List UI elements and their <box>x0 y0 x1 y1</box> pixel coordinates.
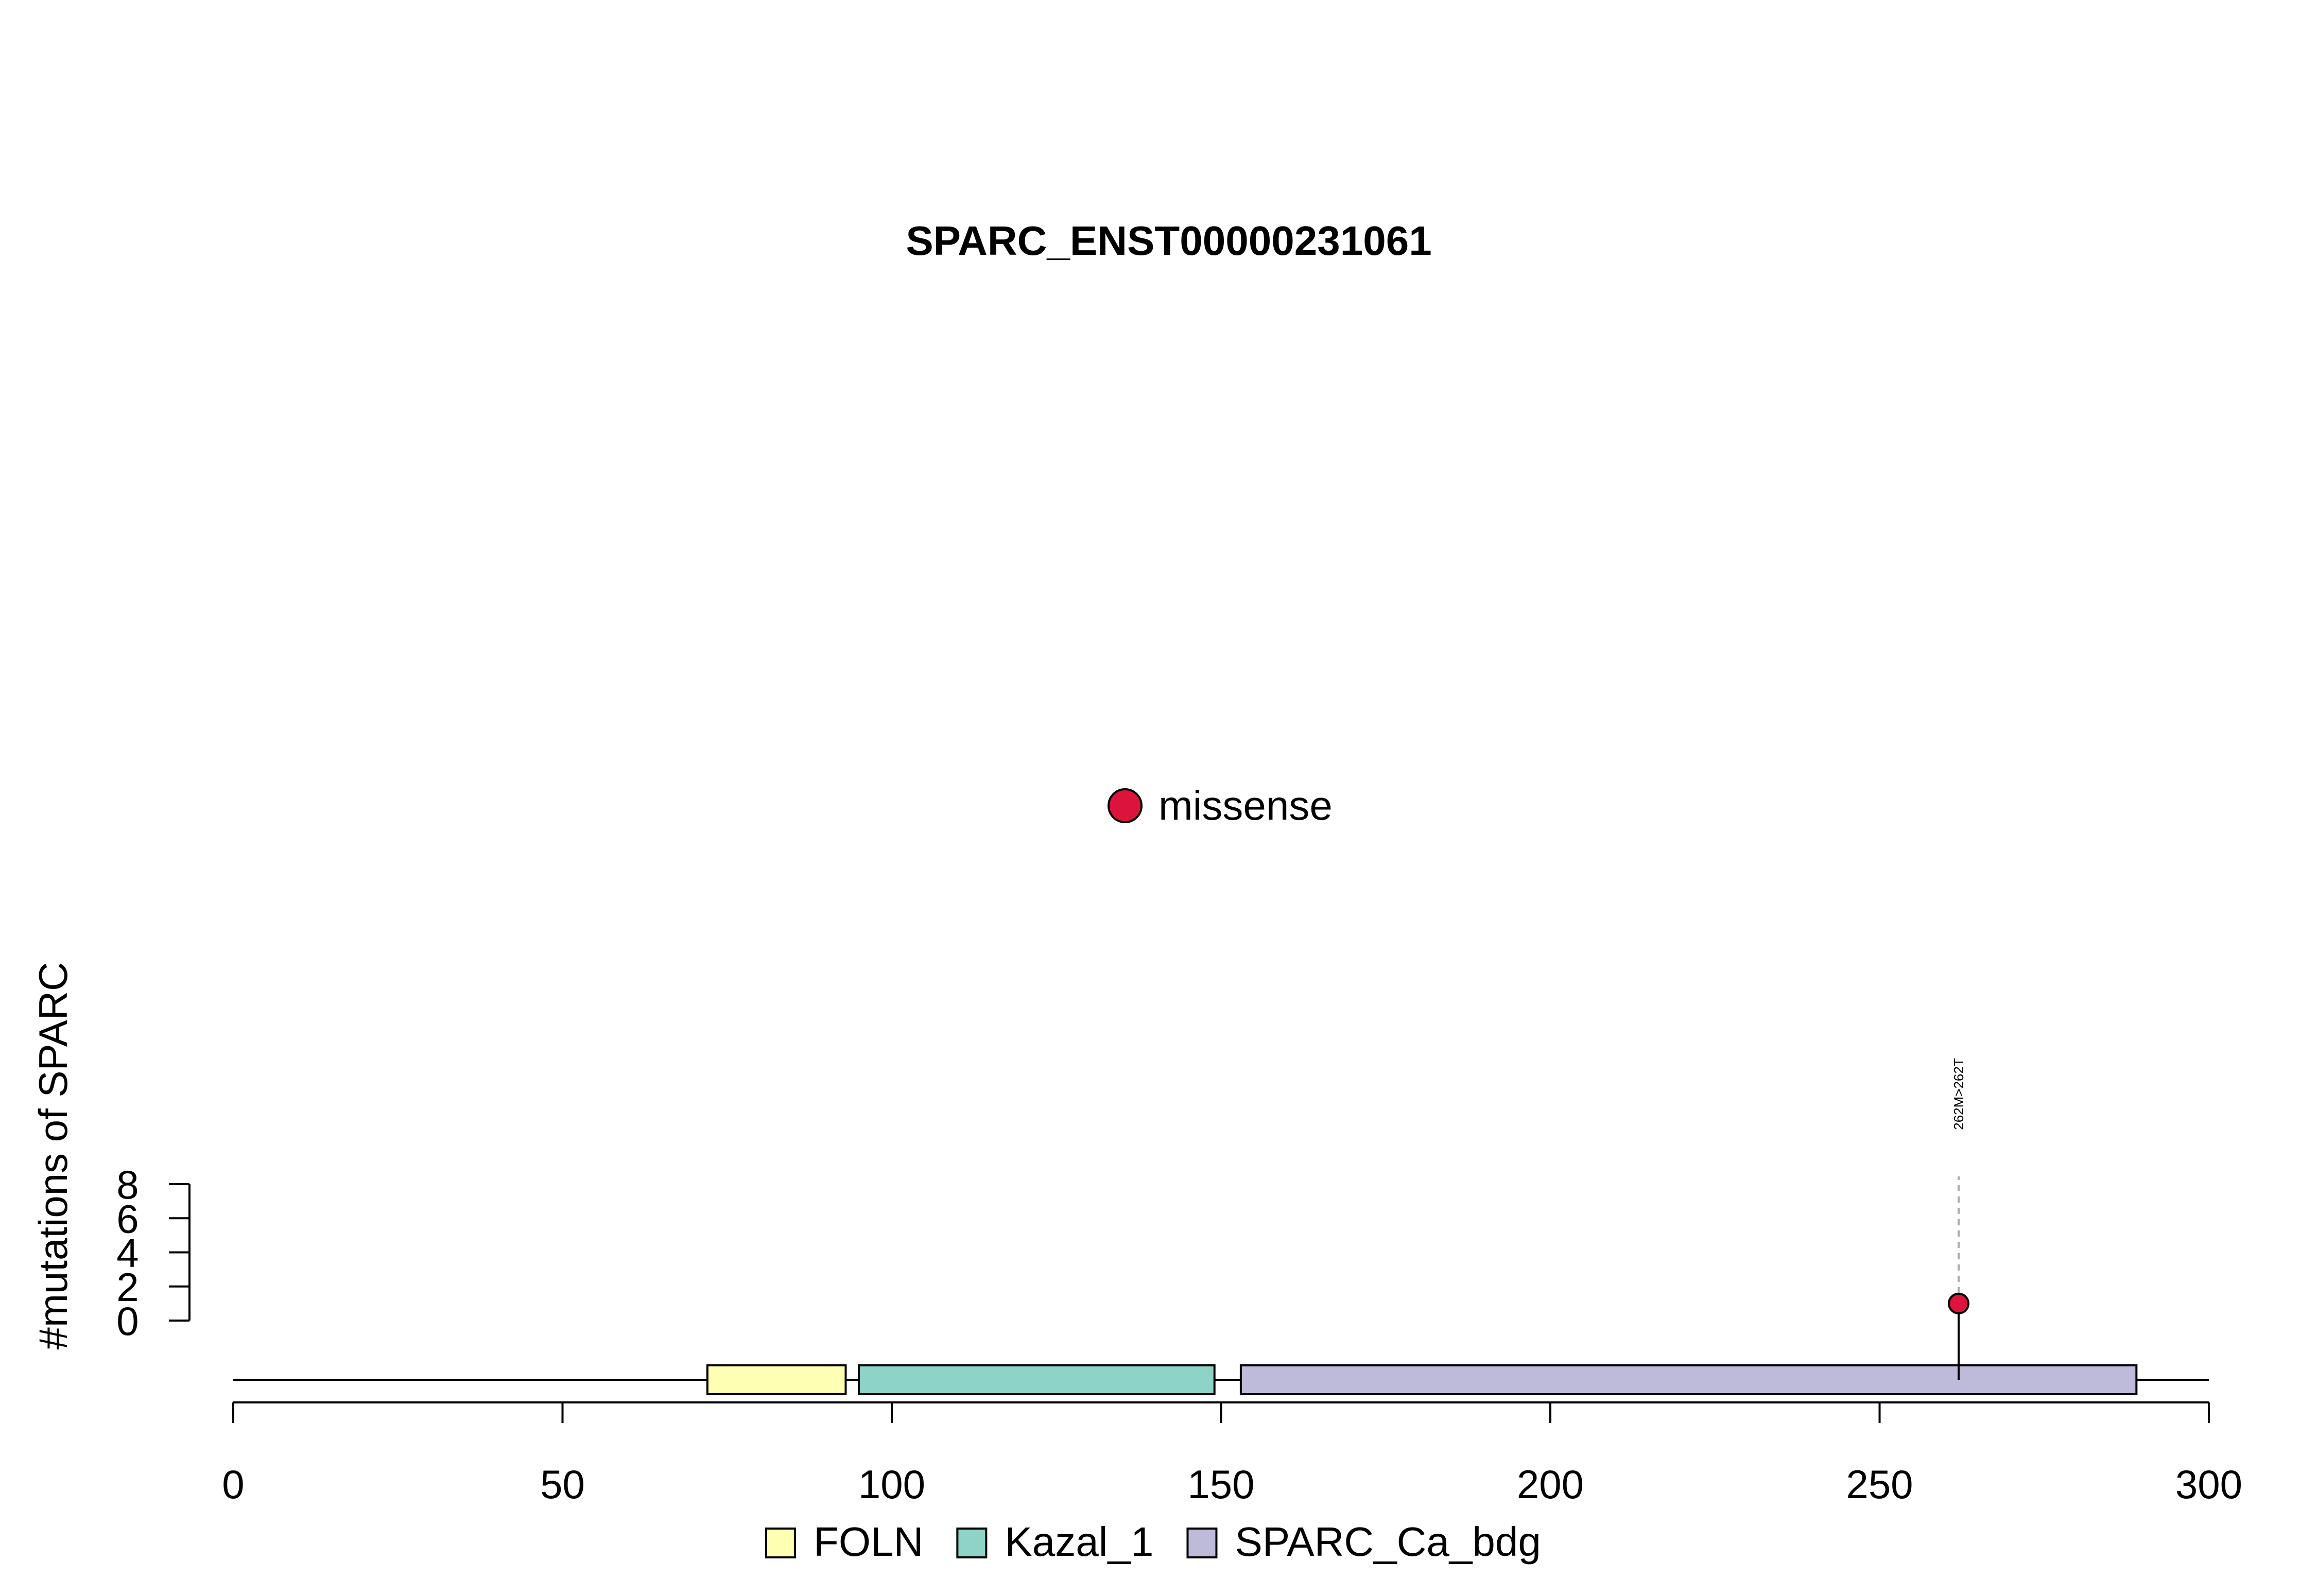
y-tick-label: 2 <box>116 1264 139 1310</box>
lollipop-head <box>1947 1292 1969 1314</box>
domain-box-kazal_1 <box>858 1364 1216 1395</box>
legend-label-sparc_ca_bdg: SPARC_Ca_bdg <box>1235 1519 1541 1565</box>
chart-title: SPARC_ENST00000231061 <box>906 218 1431 264</box>
legend-swatch-sparc_ca_bdg <box>1186 1528 1218 1558</box>
x-tick-label: 150 <box>1187 1462 1254 1507</box>
domain-boxes <box>706 1364 2138 1395</box>
x-tick-label: 250 <box>1846 1462 1913 1507</box>
x-tick-label: 200 <box>1517 1462 1584 1507</box>
x-tick-label: 0 <box>222 1462 244 1507</box>
mutation-lollipops: 262M>262T <box>1947 1058 1969 1380</box>
y-tick-label: 8 <box>116 1162 139 1207</box>
domain-box-foln <box>706 1364 847 1395</box>
x-tick-label: 100 <box>858 1462 925 1507</box>
x-axis: 0 50 100 150 200 250 300 <box>222 1401 2242 1507</box>
legend-label-kazal_1: Kazal_1 <box>1005 1519 1153 1565</box>
domain-box-sparc_ca_bdg <box>1239 1364 2138 1395</box>
mutation-label: 262M>262T <box>1951 1058 1966 1130</box>
y-axis-label: #mutations of SPARC <box>30 962 76 1350</box>
y-tick-label: 0 <box>116 1298 139 1344</box>
legend-swatch-foln <box>765 1528 796 1558</box>
y-tick-label: 6 <box>116 1196 139 1241</box>
y-tick-label: 4 <box>116 1230 139 1276</box>
legend-swatch-kazal_1 <box>956 1528 988 1558</box>
legend-label-foln: FOLN <box>814 1519 923 1565</box>
legend-missense-marker <box>1108 788 1143 823</box>
x-tick-label: 300 <box>2175 1462 2242 1507</box>
series-legend: missense <box>1108 783 1333 828</box>
legend-missense-label: missense <box>1158 783 1333 828</box>
domain-legend: FOLN Kazal_1 SPARC_Ca_bdg <box>765 1519 1541 1565</box>
x-tick-label: 50 <box>540 1462 585 1507</box>
